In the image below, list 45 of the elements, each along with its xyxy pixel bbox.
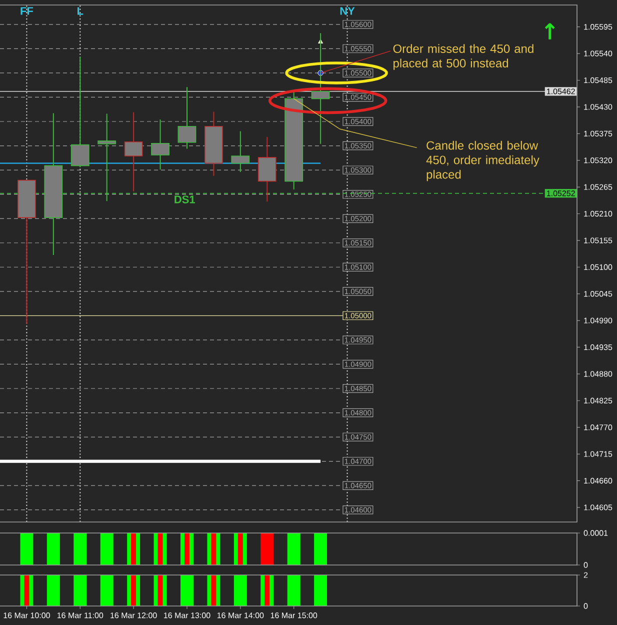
- ref-line-label: L: [78, 7, 84, 15]
- y-tick-label: 1.04660: [584, 478, 612, 484]
- x-tick-label: 16 Mar 15:00: [270, 612, 318, 618]
- y-tick-label: 1.05430: [584, 104, 612, 110]
- y-tick-label: 1.05485: [584, 77, 612, 84]
- y-tick-label: 1.05375: [584, 130, 612, 136]
- y-tick-label: 0.0001: [584, 530, 608, 536]
- y-tick-label: 1.05540: [584, 50, 612, 56]
- y-tick-label: 1.04935: [584, 344, 612, 350]
- ref-line-label: NY: [340, 7, 355, 15]
- y-tick-label: 0: [584, 603, 588, 609]
- annotation: Candle closed below 450, order imediately placed: [426, 140, 540, 182]
- y-tick-label: 1.04990: [584, 318, 612, 324]
- x-tick-label: 16 Mar 14:00: [217, 612, 264, 618]
- candlestick: [124, 112, 143, 192]
- y-tick-label: 1.05045: [584, 291, 612, 297]
- data-label: 1.05462: [546, 88, 575, 94]
- y-tick-label: 1.05210: [584, 210, 612, 217]
- y-tick-label: 1.04770: [584, 424, 612, 430]
- candlestick: [258, 136, 276, 202]
- candlestick: [231, 130, 250, 172]
- x-tick-label: 16 Mar 10:00: [4, 612, 50, 618]
- y-tick-label: 1.05595: [584, 24, 612, 30]
- candlestick: [151, 119, 170, 170]
- ref-line-label: FF: [20, 7, 34, 15]
- y-tick-label: 1.04715: [584, 451, 612, 457]
- candlestick: [70, 56, 90, 168]
- y-tick-label: 1.05100: [584, 264, 612, 270]
- series-label: DS1: [174, 196, 196, 204]
- y-tick-label: 1.05320: [584, 158, 612, 164]
- y-tick-label: 1.04605: [584, 504, 612, 510]
- x-tick-label: 16 Mar 13:00: [164, 612, 210, 618]
- annotation: Order missed the 450 and placed at 500 instead: [393, 44, 534, 70]
- y-tick-label: 0: [584, 562, 588, 568]
- annotation: ↑: [544, 23, 555, 40]
- data-label: 1.05252: [546, 190, 575, 196]
- x-tick-label: 16 Mar 11:00: [57, 612, 104, 618]
- y-tick-label: 1.05155: [584, 238, 612, 244]
- candlestick: [311, 32, 330, 144]
- y-tick-label: 1.04880: [584, 371, 612, 377]
- y-tick-label: 1.05265: [584, 184, 612, 190]
- x-tick-label: 16 Mar 12:00: [110, 612, 157, 618]
- y-tick-label: 2: [584, 572, 588, 578]
- y-tick-label: 1.04825: [584, 398, 612, 404]
- candlestick: [178, 86, 196, 150]
